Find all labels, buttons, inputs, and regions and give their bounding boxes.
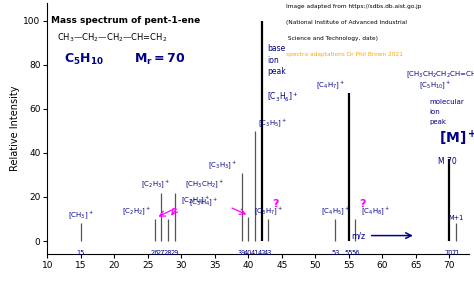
Text: 29: 29 [171,250,179,256]
Text: 71: 71 [452,250,460,256]
Text: m/z: m/z [351,231,365,240]
Text: 42: 42 [257,250,266,256]
Text: [CH$_3$CH$_2$]$^+$: [CH$_3$CH$_2$]$^+$ [185,179,224,190]
Text: [CH$_3$CH$_2$CH$_2$CH=CH$_2$]$^+$: [CH$_3$CH$_2$CH$_2$CH=CH$_2$]$^+$ [406,68,474,80]
Text: [C$_4$H$_8$]$^+$: [C$_4$H$_8$]$^+$ [361,205,390,217]
Text: 15: 15 [77,250,85,256]
Text: M 70: M 70 [438,157,456,166]
Text: [C$_3$H$_5$]$^+$: [C$_3$H$_5$]$^+$ [258,117,287,129]
Text: 28: 28 [164,250,172,256]
Text: CH$_3$—CH$_2$—CH$_2$—CH=CH$_2$: CH$_3$—CH$_2$—CH$_2$—CH=CH$_2$ [57,32,168,44]
Text: peak: peak [429,119,446,125]
Text: spectra adaptations Dr Phil Brown 2021: spectra adaptations Dr Phil Brown 2021 [286,52,402,57]
Text: 56: 56 [351,250,360,256]
Text: [C$_3$H$_6$]$^+$: [C$_3$H$_6$]$^+$ [267,91,299,104]
Text: M+1: M+1 [448,215,464,221]
Text: Image adapted from https://sdbs.db.aist.go.jp: Image adapted from https://sdbs.db.aist.… [286,4,421,9]
Text: [C$_3$H$_3$]$^+$: [C$_3$H$_3$]$^+$ [208,159,237,171]
Text: [C$_4$H$_5$]$^+$: [C$_4$H$_5$]$^+$ [321,205,350,217]
Text: Mass spectrum of pent-1-ene: Mass spectrum of pent-1-ene [51,16,200,25]
Text: [C$_3$H$_7$]$^+$: [C$_3$H$_7$]$^+$ [254,205,283,217]
Text: $\bf{[M]^+}$: $\bf{[M]^+}$ [439,129,474,149]
Text: [C$_2$H$_3$]$^+$: [C$_2$H$_3$]$^+$ [141,179,171,190]
Text: ?: ? [272,199,278,209]
Text: base
ion
peak: base ion peak [267,45,286,76]
Text: 27: 27 [157,250,165,256]
Text: 39: 39 [237,250,246,256]
Y-axis label: Relative Intensity: Relative Intensity [10,86,20,171]
Text: 70: 70 [445,250,454,256]
Text: ?: ? [359,199,365,209]
Text: 43: 43 [264,250,273,256]
Text: 41: 41 [251,250,259,256]
Text: [C$_2$H$_2$]$^+$: [C$_2$H$_2$]$^+$ [122,205,151,217]
Text: $\bf{M_r}$$\bf{ = 70}$: $\bf{M_r}$$\bf{ = 70}$ [135,51,186,66]
Text: 53: 53 [331,250,339,256]
Text: molecular: molecular [429,99,464,105]
Text: [C$_5$H$_{10}$]$^+$: [C$_5$H$_{10}$]$^+$ [419,79,451,91]
Text: [CH$_3$]$^+$: [CH$_3$]$^+$ [68,210,94,221]
Text: Science and Technology, date): Science and Technology, date) [286,36,378,41]
Text: 26: 26 [150,250,159,256]
Text: [C$_2$H$_4$]$^+$: [C$_2$H$_4$]$^+$ [182,194,210,206]
Text: [C$_3$H$_4$]$^+$: [C$_3$H$_4$]$^+$ [189,196,218,208]
Text: $\bf{C_5H_{10}}$: $\bf{C_5H_{10}}$ [64,51,104,66]
Text: [C$_4$H$_7$]$^+$: [C$_4$H$_7$]$^+$ [316,79,346,91]
Text: 55: 55 [345,250,353,256]
Text: 40: 40 [244,250,253,256]
Text: (National Institute of Advanced Industrial: (National Institute of Advanced Industri… [286,21,407,25]
Text: ion: ion [429,109,440,115]
